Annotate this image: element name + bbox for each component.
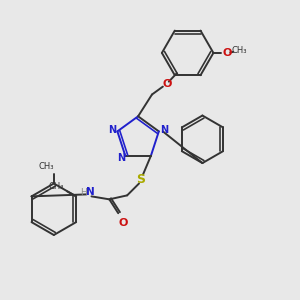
Text: O: O (223, 48, 232, 58)
Text: O: O (118, 218, 128, 228)
Text: CH₃: CH₃ (38, 162, 54, 171)
Text: N: N (160, 125, 168, 135)
Text: H: H (80, 188, 87, 197)
Text: CH₃: CH₃ (49, 182, 64, 191)
Text: N: N (117, 153, 125, 163)
Text: O: O (162, 79, 172, 88)
Text: CH₃: CH₃ (231, 46, 247, 56)
Text: S: S (136, 173, 146, 186)
Text: N: N (108, 125, 116, 135)
Text: N: N (86, 188, 95, 197)
